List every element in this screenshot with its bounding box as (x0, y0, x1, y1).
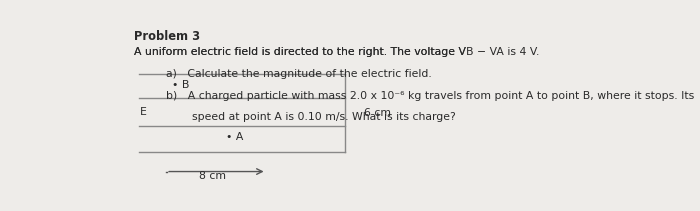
Text: 6 cm: 6 cm (364, 108, 391, 118)
Text: Problem 3: Problem 3 (134, 30, 200, 43)
Text: • B: • B (172, 80, 189, 90)
Text: A uniform electric field is directed to the right. The voltage V: A uniform electric field is directed to … (134, 47, 466, 57)
Text: 8 cm: 8 cm (199, 171, 226, 181)
Text: b)   A charged particle with mass 2.0 x 10⁻⁶ kg travels from point A to point B,: b) A charged particle with mass 2.0 x 10… (166, 91, 694, 101)
Text: a)   Calculate the magnitude of the electric field.: a) Calculate the magnitude of the electr… (166, 69, 432, 79)
Text: • A: • A (226, 133, 243, 142)
Text: speed at point A is 0.10 m/s. What is its charge?: speed at point A is 0.10 m/s. What is it… (192, 112, 456, 122)
Text: A uniform electric field is directed to the right. The voltage VB − VA is 4 V.: A uniform electric field is directed to … (134, 47, 540, 57)
Text: E: E (140, 107, 147, 117)
